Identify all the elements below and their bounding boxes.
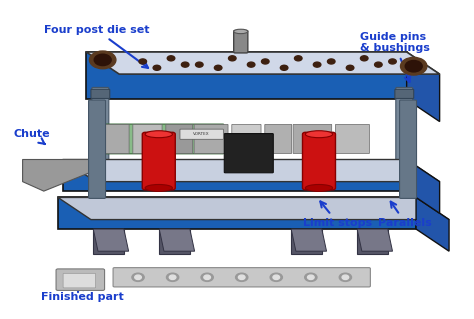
FancyBboxPatch shape [400,100,417,198]
Circle shape [360,56,368,61]
Polygon shape [23,160,91,191]
FancyBboxPatch shape [92,87,109,186]
Text: Guide pins
& bushings: Guide pins & bushings [359,32,429,82]
Text: Finished part: Finished part [41,286,124,302]
Polygon shape [407,160,439,213]
FancyBboxPatch shape [95,124,129,153]
Polygon shape [159,229,195,251]
Circle shape [236,273,248,281]
Circle shape [305,273,317,281]
Polygon shape [357,229,392,251]
Circle shape [401,57,427,75]
FancyBboxPatch shape [166,124,193,153]
Circle shape [204,275,210,279]
FancyBboxPatch shape [224,134,273,173]
FancyBboxPatch shape [89,100,106,198]
Circle shape [135,275,141,279]
Circle shape [247,62,255,67]
Ellipse shape [234,29,248,33]
FancyBboxPatch shape [395,89,414,99]
FancyBboxPatch shape [232,124,261,153]
Circle shape [169,275,176,279]
Polygon shape [291,229,327,251]
Circle shape [196,62,203,67]
Circle shape [270,273,283,281]
Circle shape [313,62,321,67]
FancyBboxPatch shape [133,124,162,153]
FancyBboxPatch shape [113,268,370,287]
Circle shape [339,273,352,281]
Text: Limit stops: Limit stops [303,201,372,228]
Polygon shape [58,197,416,229]
Circle shape [262,59,269,64]
Polygon shape [63,160,407,191]
Circle shape [346,65,354,70]
FancyBboxPatch shape [293,124,332,153]
Circle shape [374,62,382,67]
Polygon shape [86,52,439,74]
Circle shape [132,273,144,281]
FancyBboxPatch shape [265,124,292,153]
Polygon shape [357,229,388,254]
FancyBboxPatch shape [234,31,248,53]
Circle shape [167,56,175,61]
FancyBboxPatch shape [302,132,336,190]
Text: Strip layout: Strip layout [252,272,348,286]
FancyBboxPatch shape [56,269,105,290]
Ellipse shape [305,131,333,138]
Ellipse shape [145,131,173,138]
Polygon shape [407,52,439,122]
Text: Four post die set: Four post die set [44,25,149,68]
Circle shape [328,59,335,64]
FancyBboxPatch shape [63,273,96,288]
Circle shape [228,56,236,61]
FancyBboxPatch shape [396,87,413,186]
Circle shape [308,275,314,279]
Text: Chute: Chute [13,129,50,144]
Circle shape [139,59,146,64]
Circle shape [342,275,349,279]
Polygon shape [93,229,124,254]
Polygon shape [86,52,407,100]
FancyBboxPatch shape [91,89,110,99]
Polygon shape [416,197,449,251]
Circle shape [166,273,179,281]
FancyBboxPatch shape [194,124,228,153]
Circle shape [90,51,116,69]
FancyBboxPatch shape [90,124,224,154]
Polygon shape [63,160,439,182]
FancyBboxPatch shape [180,129,223,139]
Circle shape [294,56,302,61]
Circle shape [389,59,396,64]
Circle shape [214,65,222,70]
FancyBboxPatch shape [142,132,175,190]
Ellipse shape [145,184,173,191]
Circle shape [238,275,245,279]
Circle shape [273,275,280,279]
Circle shape [405,61,422,72]
Circle shape [153,65,161,70]
Circle shape [182,62,189,67]
Polygon shape [291,229,322,254]
Text: Parallels: Parallels [378,202,432,228]
Polygon shape [93,229,128,251]
Circle shape [94,54,111,66]
Circle shape [201,273,213,281]
Polygon shape [58,197,449,219]
Circle shape [280,65,288,70]
Ellipse shape [305,184,333,191]
FancyBboxPatch shape [336,124,369,153]
Text: VORTEX: VORTEX [193,132,210,136]
Polygon shape [159,229,190,254]
